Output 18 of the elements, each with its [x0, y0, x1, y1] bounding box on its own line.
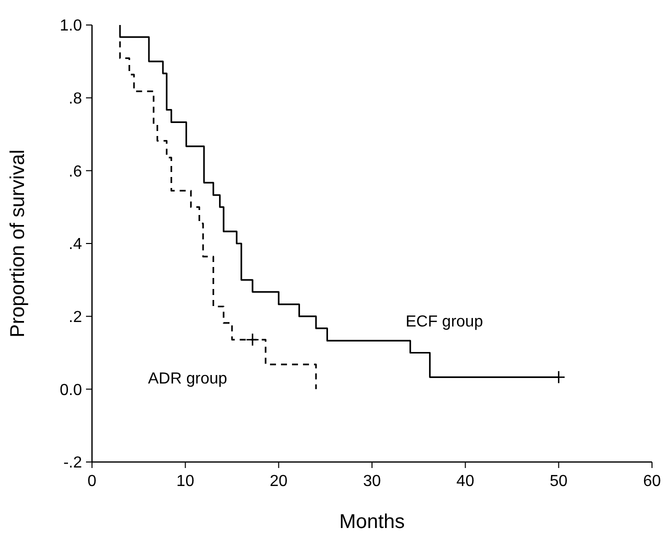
x-tick-label: 20 — [270, 473, 288, 490]
x-tick-label: 30 — [363, 473, 381, 490]
y-tick-label: .8 — [68, 90, 82, 108]
y-tick-label: .4 — [68, 236, 82, 254]
x-axis-title: Months — [339, 511, 405, 533]
y-tick-label: -.2 — [63, 454, 82, 472]
y-axis-title: Proportion of survival — [7, 150, 29, 338]
y-tick-label: .2 — [68, 308, 82, 326]
series-label: ECF group — [406, 314, 484, 331]
x-tick-label: 40 — [456, 473, 474, 490]
x-tick-label: 10 — [176, 473, 194, 490]
x-tick-label: 60 — [643, 473, 661, 490]
y-tick-label: 0.0 — [60, 382, 82, 399]
x-tick-label: 50 — [550, 473, 568, 490]
y-tick-label: .6 — [68, 163, 82, 180]
y-tick-label: 1.0 — [60, 18, 82, 35]
series-label: ADR group — [148, 370, 228, 388]
x-tick-label: 0 — [88, 473, 97, 490]
